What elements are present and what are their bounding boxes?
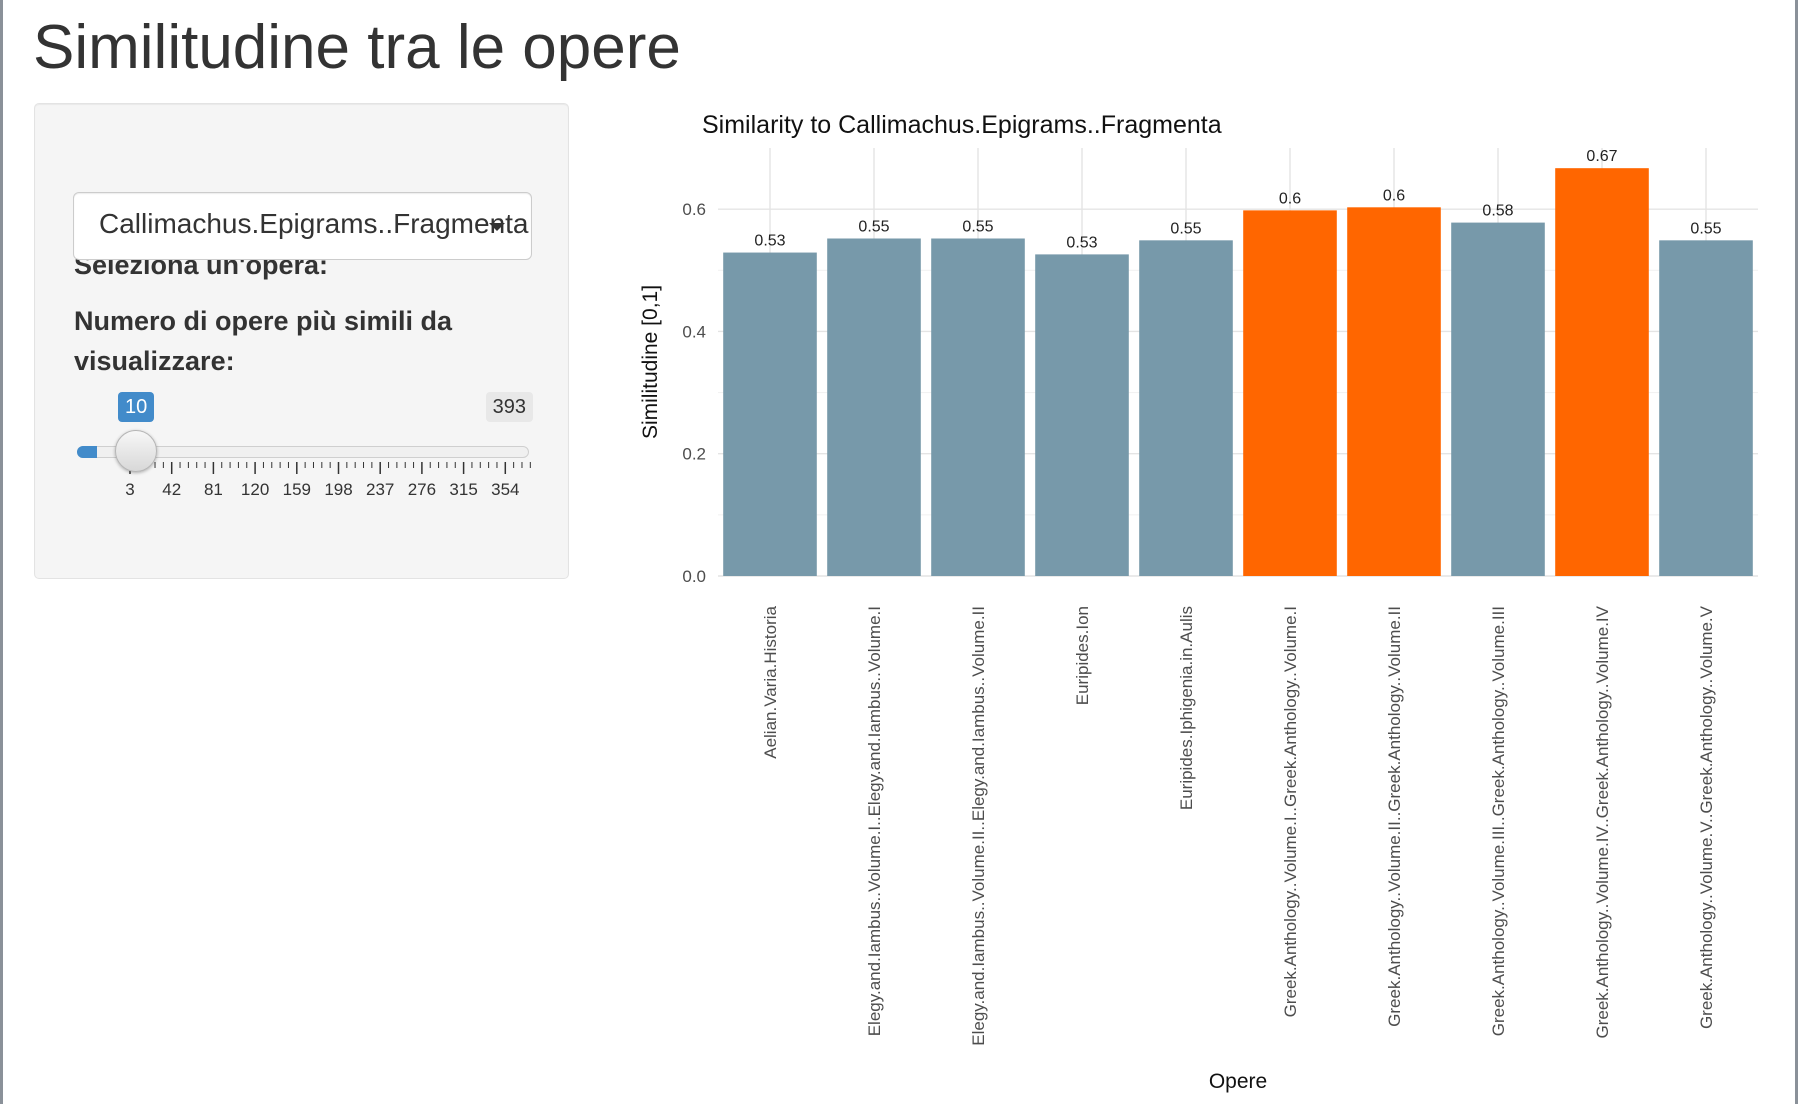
bar bbox=[1555, 168, 1649, 577]
sidebar-panel: Seleziona un'opera: Callimachus.Epigrams… bbox=[34, 103, 569, 579]
bar bbox=[1139, 240, 1233, 576]
x-tick-label: Aelian.Varia.Historia bbox=[761, 605, 780, 758]
bar bbox=[931, 238, 1025, 576]
bar-value-label: 0.55 bbox=[858, 218, 889, 235]
bar-value-label: 0.6 bbox=[1383, 187, 1405, 204]
y-axis-title: Similitudine [0,1] bbox=[639, 285, 662, 439]
window-left-edge bbox=[0, 0, 3, 1104]
slider-tick-label: 276 bbox=[408, 480, 436, 499]
bar bbox=[1347, 207, 1441, 576]
page-title: Similitudine tra le opere bbox=[33, 13, 681, 82]
caret-down-icon bbox=[489, 223, 505, 231]
bar bbox=[1035, 254, 1129, 577]
y-tick-label: 0.4 bbox=[682, 322, 706, 341]
slider-tick-label: 159 bbox=[283, 480, 311, 499]
bar bbox=[723, 252, 817, 576]
select-value: Callimachus.Epigrams..Fragmenta bbox=[99, 208, 529, 239]
x-axis-title: Opere bbox=[1209, 1070, 1267, 1093]
x-tick-label: Euripides.Iphigenia.in.Aulis bbox=[1177, 606, 1196, 810]
bar bbox=[1659, 240, 1753, 576]
slider-scale: 34281120159198237276315354393 bbox=[125, 462, 533, 499]
similarity-bar-chart: Similarity to Callimachus.Epigrams..Frag… bbox=[639, 111, 1758, 1093]
x-tick-label: Greek.Anthology..Volume.II..Greek.Anthol… bbox=[1385, 606, 1404, 1027]
bar-value-label: 0.53 bbox=[1066, 234, 1097, 251]
window-right-edge bbox=[1795, 0, 1798, 1104]
chart-title: Similarity to Callimachus.Epigrams..Frag… bbox=[702, 111, 1222, 139]
x-tick-label: Greek.Anthology..Volume.IV..Greek.Anthol… bbox=[1593, 605, 1612, 1038]
x-tick-label: Elegy.and.Iambus..Volume.I..Elegy.and.Ia… bbox=[865, 606, 884, 1036]
slider-tick-label: 315 bbox=[449, 480, 477, 499]
slider-handle[interactable] bbox=[115, 430, 157, 472]
x-tick-label: Greek.Anthology..Volume.I..Greek.Antholo… bbox=[1281, 606, 1300, 1017]
bar bbox=[1243, 210, 1337, 576]
slider-fill bbox=[77, 446, 97, 458]
y-tick-label: 0.2 bbox=[682, 445, 706, 464]
x-tick-label: Greek.Anthology..Volume.III..Greek.Antho… bbox=[1489, 606, 1508, 1036]
bar bbox=[1451, 222, 1545, 576]
y-tick-label: 0.6 bbox=[682, 200, 706, 219]
bar-value-label: 0.6 bbox=[1279, 190, 1301, 207]
slider-value-badge: 10 bbox=[118, 392, 155, 422]
slider-tick-label: 354 bbox=[491, 480, 519, 499]
bar bbox=[827, 238, 921, 576]
bar-value-label: 0.53 bbox=[754, 233, 785, 250]
bar-value-label: 0.55 bbox=[1170, 220, 1201, 237]
y-tick-label: 0.0 bbox=[682, 567, 706, 586]
x-tick-label: Greek.Anthology..Volume.V..Greek.Antholo… bbox=[1697, 605, 1716, 1029]
slider-max-badge: 393 bbox=[485, 392, 533, 422]
bar-value-label: 0.58 bbox=[1482, 203, 1513, 220]
slider-tick-label: 81 bbox=[204, 480, 223, 499]
bar-value-label: 0.67 bbox=[1586, 148, 1617, 165]
bar-value-label: 0.55 bbox=[962, 218, 993, 235]
slider-tick-label: 198 bbox=[324, 480, 352, 499]
slider-tick-label: 120 bbox=[241, 480, 269, 499]
slider-tick-label: 42 bbox=[162, 480, 181, 499]
bar-value-label: 0.55 bbox=[1690, 220, 1721, 237]
count-slider[interactable]: 10 393 34281120159198237276315354393 bbox=[73, 386, 533, 546]
slider-tick-label: 3 bbox=[125, 480, 134, 499]
x-tick-label: Euripides.Ion bbox=[1073, 606, 1092, 705]
work-select[interactable]: Callimachus.Epigrams..Fragmenta bbox=[73, 192, 532, 260]
x-tick-label: Elegy.and.Iambus..Volume.II..Elegy.and.I… bbox=[969, 606, 988, 1046]
slider-tick-label: 237 bbox=[366, 480, 394, 499]
slider-label: Numero di opere più simili da visualizza… bbox=[74, 306, 453, 376]
